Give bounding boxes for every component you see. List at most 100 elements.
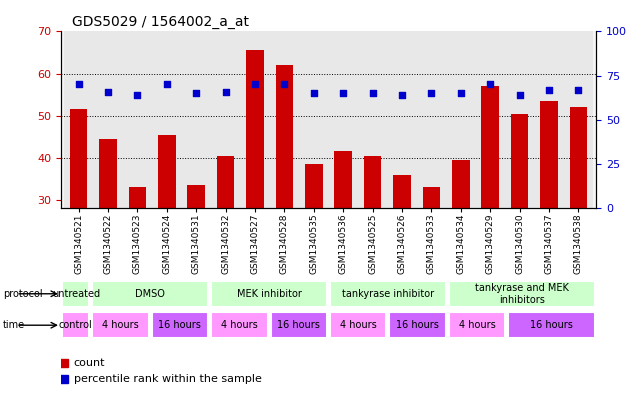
Bar (187, 185, 205, 208)
Bar (217, 156, 235, 208)
Bar (158, 134, 176, 208)
Bar (393, 174, 411, 208)
Text: percentile rank within the sample: percentile rank within the sample (74, 374, 262, 384)
FancyBboxPatch shape (449, 312, 506, 338)
Bar (299, 31, 328, 208)
Bar (305, 164, 322, 208)
Bar (328, 31, 358, 208)
Bar (211, 31, 240, 208)
Point (162, 81, 172, 88)
Bar (181, 31, 211, 208)
Bar (570, 107, 587, 208)
Bar (246, 50, 264, 208)
Text: GDS5029 / 1564002_a_at: GDS5029 / 1564002_a_at (72, 15, 249, 29)
Text: protocol: protocol (3, 289, 43, 299)
Bar (122, 31, 152, 208)
Bar (476, 31, 505, 208)
Bar (505, 31, 535, 208)
Bar (70, 109, 87, 208)
Bar (364, 156, 381, 208)
Bar (187, 185, 205, 208)
FancyBboxPatch shape (508, 312, 595, 338)
Bar (158, 134, 176, 208)
Bar (417, 31, 446, 208)
Bar (540, 101, 558, 208)
Text: 4 hours: 4 hours (459, 320, 495, 330)
Bar (452, 160, 470, 208)
Text: 4 hours: 4 hours (102, 320, 138, 330)
Bar (305, 164, 322, 208)
FancyBboxPatch shape (271, 312, 327, 338)
Bar (270, 31, 299, 208)
Bar (217, 156, 235, 208)
Point (132, 92, 142, 98)
Point (279, 81, 290, 88)
Bar (276, 65, 293, 208)
Bar (240, 31, 270, 208)
FancyBboxPatch shape (211, 312, 267, 338)
Text: 16 hours: 16 hours (396, 320, 439, 330)
Bar (129, 187, 146, 208)
Bar (535, 31, 564, 208)
Text: time: time (3, 320, 26, 330)
Bar (93, 31, 122, 208)
Bar (152, 31, 181, 208)
FancyBboxPatch shape (151, 312, 208, 338)
Bar (446, 31, 476, 208)
Point (515, 92, 525, 98)
Bar (387, 31, 417, 208)
Bar (481, 86, 499, 208)
Bar (99, 139, 117, 208)
FancyBboxPatch shape (390, 312, 446, 338)
FancyBboxPatch shape (330, 281, 446, 307)
Bar (422, 187, 440, 208)
Text: DMSO: DMSO (135, 289, 165, 299)
Bar (393, 174, 411, 208)
Text: MEK inhibitor: MEK inhibitor (237, 289, 301, 299)
Point (573, 86, 583, 93)
FancyBboxPatch shape (62, 312, 89, 338)
Bar (129, 187, 146, 208)
Text: 4 hours: 4 hours (340, 320, 377, 330)
FancyBboxPatch shape (330, 312, 387, 338)
FancyBboxPatch shape (449, 281, 595, 307)
Bar (564, 31, 593, 208)
Text: 16 hours: 16 hours (278, 320, 320, 330)
Bar (364, 156, 381, 208)
Point (191, 90, 201, 96)
Bar (246, 50, 264, 208)
Bar (481, 86, 499, 208)
Bar (276, 65, 293, 208)
Bar (99, 139, 117, 208)
Bar (335, 151, 352, 208)
FancyBboxPatch shape (211, 281, 327, 307)
Bar (511, 114, 528, 208)
Point (221, 88, 231, 95)
Point (456, 90, 466, 96)
FancyBboxPatch shape (92, 281, 208, 307)
Text: 16 hours: 16 hours (158, 320, 201, 330)
Point (338, 90, 348, 96)
FancyBboxPatch shape (62, 281, 89, 307)
Text: untreated: untreated (52, 289, 100, 299)
Point (367, 90, 378, 96)
Text: 4 hours: 4 hours (221, 320, 258, 330)
Point (544, 86, 554, 93)
Text: tankyrase and MEK
inhibitors: tankyrase and MEK inhibitors (475, 283, 569, 305)
Point (426, 90, 437, 96)
Point (309, 90, 319, 96)
Text: count: count (74, 358, 105, 368)
Bar (64, 31, 93, 208)
Point (397, 92, 407, 98)
Bar (452, 160, 470, 208)
Bar (70, 109, 87, 208)
Point (250, 81, 260, 88)
Point (74, 81, 84, 88)
Text: 16 hours: 16 hours (530, 320, 573, 330)
Bar (422, 187, 440, 208)
Bar (511, 114, 528, 208)
Text: control: control (59, 320, 93, 330)
Bar (570, 107, 587, 208)
Bar (335, 151, 352, 208)
Point (103, 88, 113, 95)
